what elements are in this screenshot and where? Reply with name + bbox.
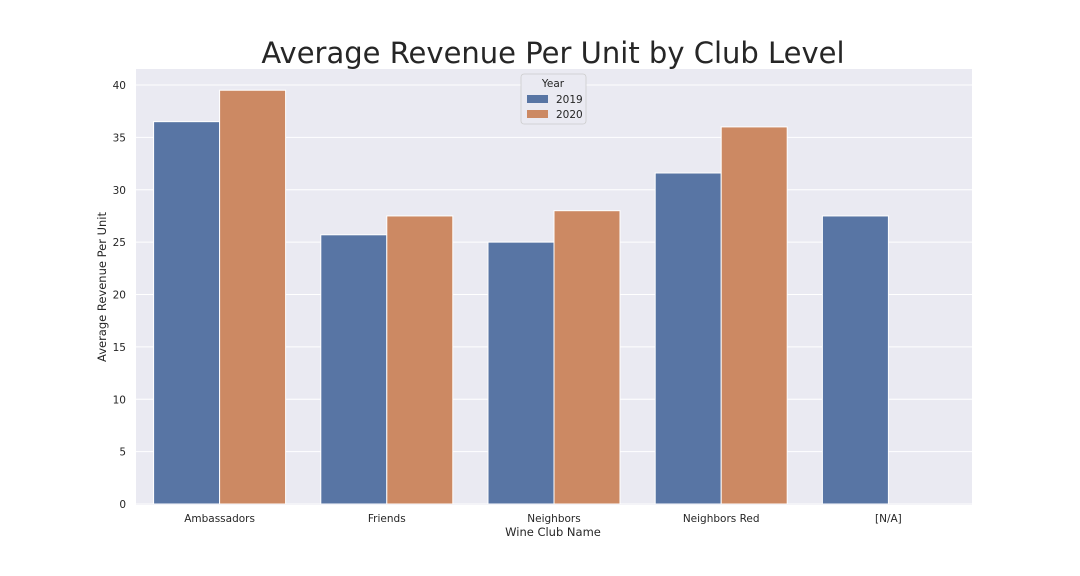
bar-2019 bbox=[153, 121, 221, 505]
bar-2019 bbox=[320, 234, 388, 505]
x-tick-label: Neighbors bbox=[527, 513, 580, 525]
y-tick-label: 20 bbox=[113, 290, 126, 302]
legend-label: 2020 bbox=[556, 109, 583, 121]
bar-2020 bbox=[219, 89, 287, 505]
x-tick-label: Neighbors Red bbox=[683, 513, 760, 525]
legend: Year 2019 2020 bbox=[520, 73, 587, 125]
y-tick-label: 10 bbox=[113, 394, 126, 406]
bar-2019 bbox=[821, 215, 889, 505]
legend-label: 2019 bbox=[556, 94, 583, 106]
y-tick-label: 25 bbox=[113, 237, 126, 249]
y-axis-label: Average Revenue Per Unit bbox=[95, 212, 109, 363]
legend-swatch bbox=[527, 95, 548, 103]
bar-2020 bbox=[386, 215, 454, 505]
bar-2019 bbox=[654, 172, 722, 505]
bar-2020 bbox=[720, 126, 788, 505]
bars bbox=[153, 89, 889, 505]
x-tick-label: Ambassadors bbox=[184, 513, 255, 525]
y-tick-label: 35 bbox=[113, 132, 126, 144]
y-tick-label: 5 bbox=[119, 447, 126, 459]
bar-2019 bbox=[487, 241, 555, 505]
x-tick-label: [N/A] bbox=[875, 513, 902, 525]
y-tick-labels: 0 5 10 15 20 25 30 35 40 bbox=[113, 80, 126, 511]
y-tick-label: 30 bbox=[113, 185, 126, 197]
y-tick-label: 15 bbox=[113, 342, 126, 354]
x-tick-label: Friends bbox=[368, 513, 406, 525]
bar-2020 bbox=[553, 210, 621, 505]
x-tick-labels: Ambassadors Friends Neighbors Neighbors Red… bbox=[184, 513, 902, 525]
chart-title: Average Revenue Per Unit by Club Level bbox=[261, 36, 844, 70]
y-tick-label: 0 bbox=[119, 499, 126, 511]
legend-swatch bbox=[527, 110, 548, 118]
legend-title: Year bbox=[541, 78, 565, 90]
y-tick-label: 40 bbox=[113, 80, 126, 92]
x-axis-label: Wine Club Name bbox=[505, 525, 601, 539]
